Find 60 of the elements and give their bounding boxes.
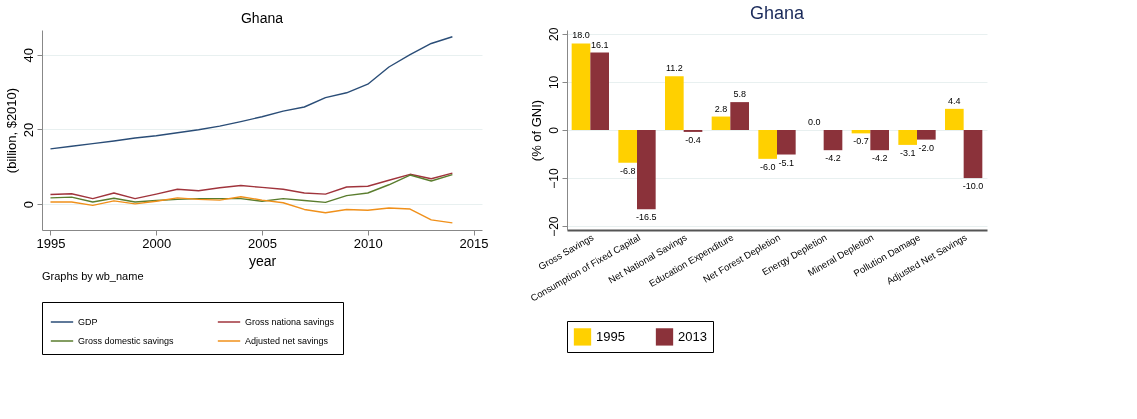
y-tick-label: 10 (546, 75, 561, 90)
y-tick-label: 0 (546, 126, 561, 134)
line-series (49, 196, 454, 224)
chart-title: Ghana (749, 3, 806, 24)
text: -5.1 (778, 157, 795, 168)
text: -4.2 (871, 153, 888, 164)
x-tick-label: 1995 (36, 235, 66, 251)
text: -0.4 (685, 134, 701, 145)
text: 5.8 (733, 89, 746, 100)
line-series (49, 36, 454, 150)
bar (945, 108, 964, 130)
bar (618, 130, 637, 163)
bar (963, 130, 983, 179)
x-tick-label: 2010 (353, 235, 383, 251)
y-axis-title: (billion, $2010) (3, 87, 19, 174)
text: -6.0 (759, 161, 776, 172)
legend-label: Gross nationa savings (245, 317, 335, 327)
bar (777, 130, 796, 155)
text: 0.0 (808, 117, 821, 127)
text: -6.8 (619, 165, 636, 176)
text: -3.1 (899, 147, 916, 158)
legend-label: 2013 (678, 328, 707, 344)
y-tick-label: 40 (20, 47, 36, 63)
text: 2.8 (714, 103, 728, 114)
bar (758, 130, 777, 159)
text: -4.2 (825, 153, 841, 164)
legend-label: GDP (78, 317, 98, 327)
bar (590, 52, 609, 130)
y-tick-label: −20 (546, 216, 561, 237)
bar (665, 76, 684, 130)
y-tick-label: 0 (20, 201, 36, 209)
text: Graphs by wb_name (42, 270, 144, 282)
legend-label: 1995 (596, 328, 625, 344)
text: 18.0 (572, 30, 590, 41)
text: 11.2 (665, 63, 683, 74)
bar (571, 43, 591, 130)
y-axis-title: (% of GNI) (528, 99, 544, 162)
x-tick-label: 2005 (248, 235, 277, 251)
y-tick-label: 20 (546, 27, 561, 42)
text: 4.4 (948, 95, 961, 106)
bar (870, 130, 889, 151)
bar (637, 130, 656, 210)
text: -2.0 (918, 142, 935, 153)
legend-label: Adjusted net savings (245, 336, 329, 346)
text: -16.5 (636, 212, 657, 223)
x-axis-title: year (248, 252, 277, 269)
bar (898, 130, 917, 145)
y-tick-label: 20 (20, 122, 36, 138)
chart-title: Ghana (240, 10, 284, 26)
text: -10.0 (962, 181, 984, 192)
bar (711, 116, 731, 130)
text: -0.7 (853, 136, 869, 147)
legend-label: Gross domestic savings (78, 336, 175, 346)
y-tick-label: −10 (546, 168, 561, 189)
bar (823, 130, 843, 151)
x-tick-label: 2015 (459, 235, 489, 251)
bar (917, 130, 936, 140)
x-tick-label: 2000 (142, 235, 172, 251)
bar (730, 102, 749, 130)
text: 16.1 (590, 39, 609, 50)
